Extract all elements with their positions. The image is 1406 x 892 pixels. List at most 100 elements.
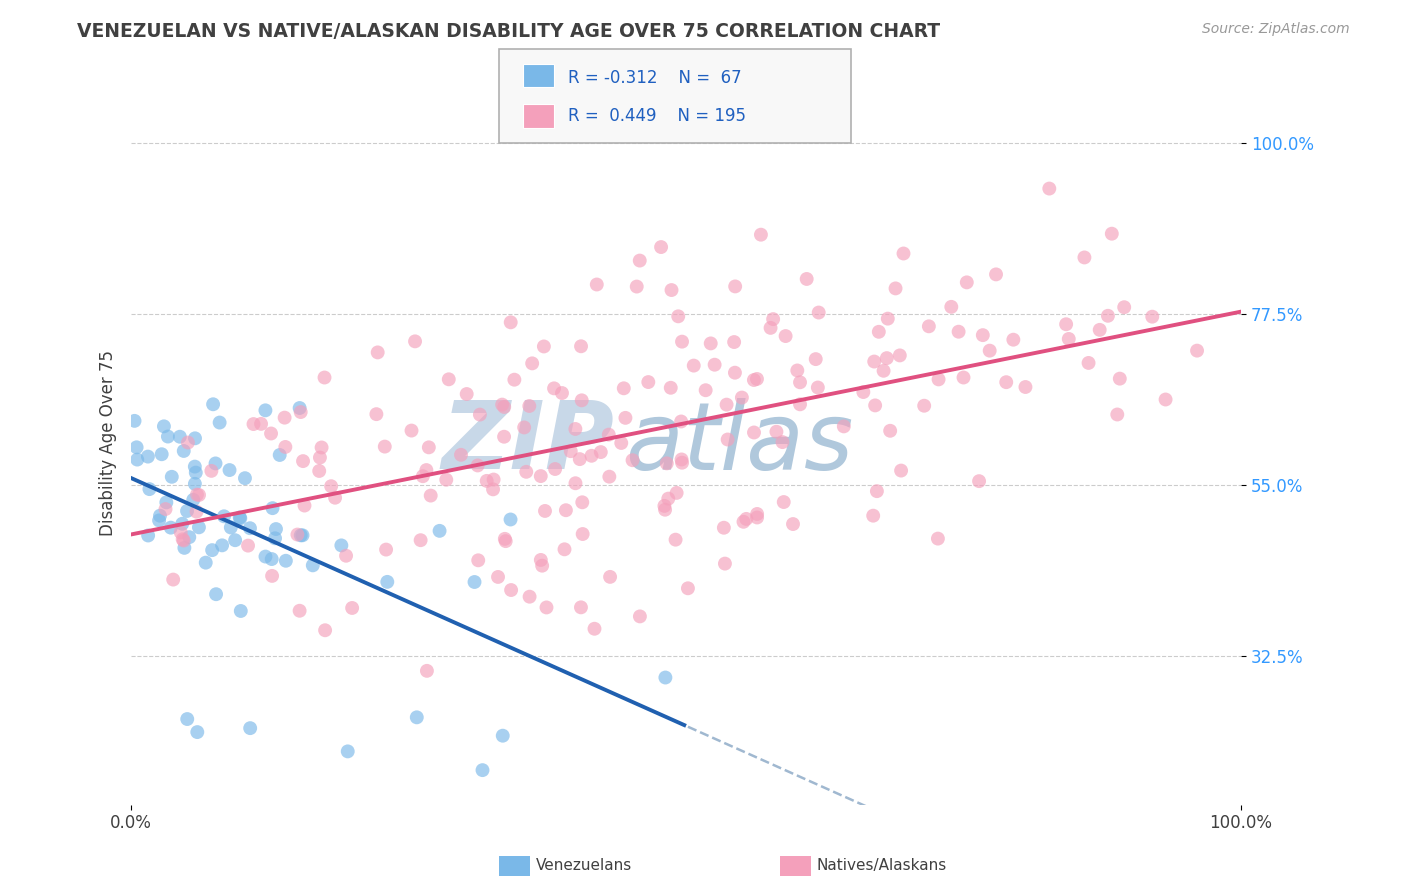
Point [665, 486, 688, 500]
Point [125, 440, 148, 454]
Point [745, 510, 768, 524]
Point [172, 533, 194, 547]
Point [242, 417, 264, 431]
Point [714, 557, 737, 571]
Point [173, 533, 195, 548]
Point [699, 336, 721, 351]
Point [918, 319, 941, 334]
Point [233, 471, 256, 485]
Point [657, 491, 679, 506]
Point [205, 587, 228, 601]
Point [564, 422, 586, 436]
Point [187, 520, 209, 534]
Point [551, 386, 574, 401]
Point [759, 321, 782, 335]
Point [735, 512, 758, 526]
Point [530, 469, 553, 483]
Point [236, 539, 259, 553]
Point [482, 473, 505, 487]
Point [467, 458, 489, 473]
Point [1073, 251, 1095, 265]
Point [664, 533, 686, 547]
Point [613, 381, 636, 395]
Point [1077, 356, 1099, 370]
Point [666, 310, 689, 324]
Point [733, 515, 755, 529]
Point [202, 397, 225, 411]
Point [695, 383, 717, 397]
Point [868, 325, 890, 339]
Point [160, 470, 183, 484]
Point [124, 414, 146, 428]
Point [491, 398, 513, 412]
Point [173, 541, 195, 555]
Point [723, 334, 745, 349]
Point [884, 281, 907, 295]
Point [749, 227, 772, 242]
Point [659, 381, 682, 395]
Text: R =  0.449    N = 195: R = 0.449 N = 195 [568, 107, 747, 125]
Point [863, 398, 886, 412]
Point [188, 488, 211, 502]
Point [515, 465, 537, 479]
Point [1142, 310, 1164, 324]
Point [335, 549, 357, 563]
Point [311, 441, 333, 455]
Point [669, 415, 692, 429]
Point [1108, 371, 1130, 385]
Point [637, 375, 659, 389]
Point [671, 456, 693, 470]
Point [804, 352, 827, 367]
Point [224, 533, 246, 548]
Point [569, 600, 592, 615]
Point [486, 570, 509, 584]
Point [136, 528, 159, 542]
Point [204, 457, 226, 471]
Point [416, 664, 439, 678]
Point [309, 450, 332, 465]
Point [273, 410, 295, 425]
Point [172, 516, 194, 531]
Point [650, 240, 672, 254]
Point [1154, 392, 1177, 407]
Point [186, 487, 208, 501]
Point [1038, 181, 1060, 195]
Point [534, 504, 557, 518]
Point [564, 476, 586, 491]
Point [308, 464, 330, 478]
Point [419, 489, 441, 503]
Point [437, 372, 460, 386]
Point [1097, 309, 1119, 323]
Point [879, 424, 901, 438]
Point [429, 524, 451, 538]
Point [254, 549, 277, 564]
Point [928, 372, 950, 386]
Point [156, 429, 179, 443]
Point [519, 590, 541, 604]
Point [807, 380, 830, 394]
Point [330, 538, 353, 552]
Point [626, 279, 648, 293]
Point [772, 435, 794, 450]
Point [294, 499, 316, 513]
Y-axis label: Disability Age Over 75: Disability Age Over 75 [100, 351, 117, 536]
Point [585, 277, 607, 292]
Point [530, 553, 553, 567]
Point [375, 574, 398, 589]
Point [889, 348, 911, 362]
Point [742, 373, 765, 387]
Point [1057, 332, 1080, 346]
Point [832, 419, 855, 434]
Point [979, 343, 1001, 358]
Point [212, 509, 235, 524]
Point [412, 469, 434, 483]
Point [501, 582, 523, 597]
Point [492, 729, 515, 743]
Point [176, 504, 198, 518]
Point [150, 447, 173, 461]
Point [560, 444, 582, 458]
Point [972, 328, 994, 343]
Point [893, 246, 915, 260]
Point [291, 528, 314, 542]
Point [179, 530, 201, 544]
